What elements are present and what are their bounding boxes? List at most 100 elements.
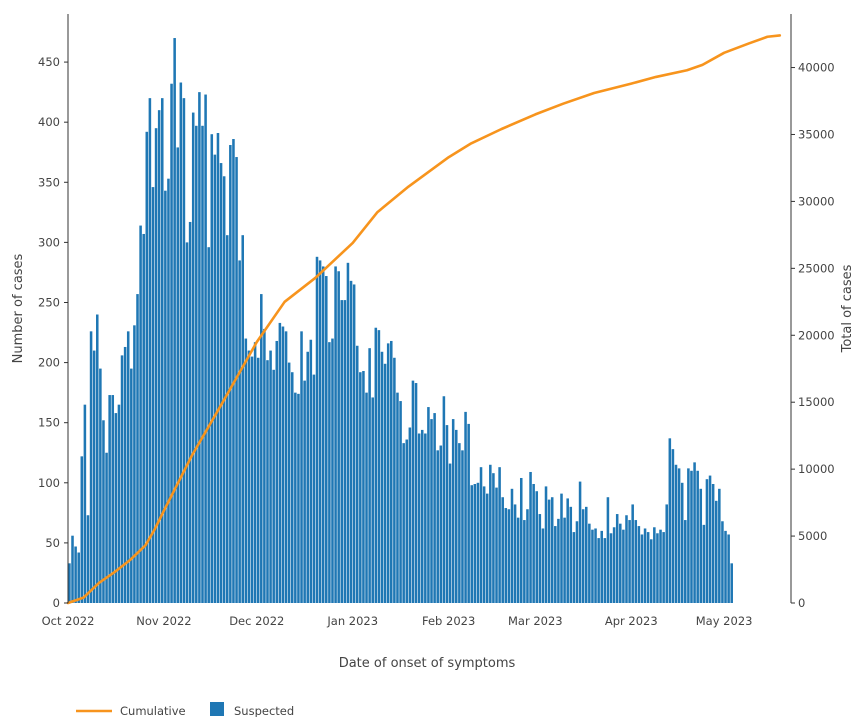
bar-suspected bbox=[529, 471, 532, 603]
y-left-tick-label: 400 bbox=[38, 115, 60, 129]
bar-suspected bbox=[541, 528, 545, 603]
bar-suspected bbox=[352, 284, 356, 603]
bar-suspected bbox=[649, 539, 653, 603]
legend-label-cumulative: Cumulative bbox=[120, 704, 186, 717]
bar-suspected bbox=[523, 520, 526, 603]
x-tick-label: May 2023 bbox=[696, 614, 753, 628]
bar-suspected bbox=[684, 520, 687, 603]
bar-suspected bbox=[179, 82, 183, 603]
bar-suspected bbox=[83, 404, 87, 603]
bar-suspected bbox=[219, 163, 223, 604]
y-right-tick-label: 10000 bbox=[798, 462, 835, 476]
bar-suspected bbox=[309, 339, 313, 603]
bar-suspected bbox=[123, 346, 127, 603]
y-left-tick-label: 150 bbox=[38, 416, 60, 430]
bar-suspected bbox=[495, 487, 498, 603]
bar-suspected bbox=[662, 532, 665, 603]
bar-suspected bbox=[198, 92, 201, 603]
bar-suspected bbox=[430, 419, 433, 603]
bar-suspected bbox=[526, 509, 529, 603]
bar-suspected bbox=[154, 128, 158, 603]
y-right-tick-label: 0 bbox=[798, 596, 805, 610]
y-right-tick-label: 5000 bbox=[798, 529, 827, 543]
bar-suspected bbox=[340, 300, 344, 603]
bar-suspected bbox=[519, 477, 523, 603]
bar-suspected bbox=[473, 484, 477, 603]
bar-suspected bbox=[105, 452, 108, 603]
x-tick-label: Mar 2023 bbox=[508, 614, 563, 628]
y-left-tick-label: 300 bbox=[38, 235, 60, 249]
bar-suspected bbox=[581, 509, 585, 603]
bar-suspected bbox=[600, 530, 603, 603]
bar-suspected bbox=[362, 371, 365, 603]
bar-suspected bbox=[306, 351, 309, 603]
bar-suspected bbox=[513, 504, 517, 603]
bar-suspected bbox=[349, 280, 353, 603]
bar-suspected bbox=[625, 515, 628, 603]
bar-suspected bbox=[136, 294, 139, 603]
bar-suspected bbox=[476, 482, 480, 603]
bar-suspected bbox=[597, 538, 600, 603]
bar-suspected bbox=[479, 467, 483, 603]
bar-suspected bbox=[507, 509, 511, 603]
bar-suspected bbox=[560, 493, 563, 603]
bar-suspected bbox=[677, 468, 681, 603]
bar-suspected bbox=[538, 514, 542, 603]
bar-suspected bbox=[331, 338, 334, 603]
bar-suspected bbox=[346, 262, 350, 603]
bar-suspected bbox=[188, 221, 192, 603]
bar-suspected bbox=[535, 491, 539, 603]
bar-suspected bbox=[383, 363, 387, 603]
bar-suspected bbox=[569, 506, 573, 603]
bar-suspected bbox=[436, 450, 439, 603]
bar-suspected bbox=[674, 464, 678, 603]
bar-suspected bbox=[157, 110, 161, 603]
bar-suspected bbox=[89, 331, 93, 603]
bar-suspected bbox=[414, 383, 418, 603]
bar-suspected bbox=[634, 520, 638, 603]
y-left-tick-label: 100 bbox=[38, 476, 60, 490]
bar-suspected bbox=[390, 340, 393, 603]
bar-suspected bbox=[640, 534, 644, 603]
bar-suspected bbox=[705, 479, 709, 603]
bar-suspected bbox=[516, 517, 520, 603]
bar-suspected bbox=[646, 532, 650, 603]
bar-suspected bbox=[297, 393, 300, 603]
bar-suspected bbox=[355, 345, 359, 603]
bar-suspected bbox=[111, 395, 115, 603]
bar-suspected bbox=[464, 411, 467, 603]
bar-suspected bbox=[343, 300, 347, 603]
x-tick-label: Dec 2022 bbox=[229, 614, 284, 628]
bar-suspected bbox=[718, 488, 721, 603]
bar-suspected bbox=[374, 327, 378, 603]
y-right-tick-label: 35000 bbox=[798, 127, 835, 141]
bar-suspected bbox=[659, 529, 662, 603]
bar-suspected bbox=[191, 112, 195, 603]
bar-suspected bbox=[680, 482, 684, 603]
bar-suspected bbox=[269, 350, 272, 603]
bar-suspected bbox=[615, 514, 619, 603]
bar-suspected bbox=[263, 328, 266, 603]
y-axis-right-title: Total of cases bbox=[840, 264, 853, 353]
bar-suspected bbox=[402, 443, 405, 603]
bar-suspected bbox=[584, 506, 588, 603]
bar-suspected bbox=[325, 276, 328, 603]
bar-suspected bbox=[628, 520, 631, 603]
y-left-tick-label: 250 bbox=[38, 295, 60, 309]
bar-suspected bbox=[399, 401, 402, 603]
bar-suspected bbox=[578, 481, 582, 603]
bar-suspected bbox=[213, 154, 217, 603]
bar-suspected bbox=[498, 467, 501, 603]
bar-series-suspected bbox=[68, 38, 733, 604]
bar-suspected bbox=[687, 468, 690, 603]
bar-suspected bbox=[417, 433, 421, 603]
bar-suspected bbox=[266, 360, 269, 603]
bar-suspected bbox=[671, 449, 675, 603]
bar-suspected bbox=[572, 532, 576, 603]
bar-suspected bbox=[603, 538, 607, 603]
bar-suspected bbox=[176, 147, 180, 603]
bar-suspected bbox=[485, 493, 489, 603]
bar-suspected bbox=[312, 374, 316, 603]
bar-suspected bbox=[455, 429, 458, 603]
bar-suspected bbox=[359, 372, 362, 603]
